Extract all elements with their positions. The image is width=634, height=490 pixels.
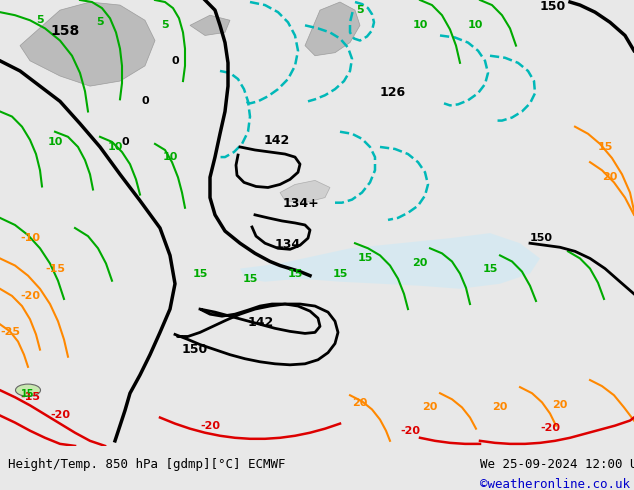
Text: 10: 10 [467, 21, 482, 30]
Text: 15: 15 [192, 269, 208, 279]
Text: 15: 15 [22, 389, 35, 399]
Text: 5: 5 [161, 21, 169, 30]
Polygon shape [190, 15, 230, 35]
Ellipse shape [15, 384, 41, 396]
Text: -25: -25 [0, 327, 20, 338]
Text: -20: -20 [400, 426, 420, 436]
Text: 150: 150 [540, 0, 566, 13]
Text: We 25-09-2024 12:00 UTC (12+24): We 25-09-2024 12:00 UTC (12+24) [480, 458, 634, 471]
Text: 150: 150 [530, 233, 553, 243]
Text: 142: 142 [264, 134, 290, 147]
Text: ©weatheronline.co.uk: ©weatheronline.co.uk [480, 478, 630, 490]
Text: 5: 5 [356, 5, 364, 15]
Text: -10: -10 [20, 233, 40, 243]
Polygon shape [305, 2, 360, 56]
Text: 126: 126 [380, 86, 406, 99]
Text: 0: 0 [141, 97, 149, 106]
Text: -20: -20 [540, 423, 560, 433]
Text: 134+: 134+ [283, 197, 320, 210]
Text: -15: -15 [45, 264, 65, 273]
Text: -20: -20 [200, 420, 220, 431]
Text: 15: 15 [482, 264, 498, 273]
Polygon shape [280, 180, 330, 203]
Text: 20: 20 [552, 400, 567, 410]
Polygon shape [20, 2, 155, 86]
Text: 20: 20 [353, 398, 368, 408]
Text: 20: 20 [412, 259, 428, 269]
Text: 10: 10 [107, 142, 123, 152]
Text: 20: 20 [602, 172, 618, 182]
Text: 158: 158 [50, 24, 79, 39]
Polygon shape [240, 233, 540, 289]
Text: 10: 10 [48, 137, 63, 147]
Text: 10: 10 [162, 152, 178, 162]
Text: 0: 0 [121, 137, 129, 147]
Text: -20: -20 [20, 291, 40, 301]
Text: 10: 10 [412, 21, 428, 30]
Text: 15: 15 [358, 253, 373, 264]
Text: 0: 0 [171, 56, 179, 66]
Text: 142: 142 [248, 317, 275, 329]
Text: 15: 15 [287, 269, 302, 279]
Text: 15: 15 [242, 274, 257, 284]
Text: -20: -20 [50, 411, 70, 420]
Text: 15: 15 [597, 142, 612, 152]
Text: 15: 15 [332, 269, 347, 279]
Text: 5: 5 [36, 15, 44, 25]
Text: Height/Temp. 850 hPa [gdmp][°C] ECMWF: Height/Temp. 850 hPa [gdmp][°C] ECMWF [8, 458, 285, 471]
Text: 20: 20 [493, 402, 508, 413]
Text: 20: 20 [422, 402, 437, 413]
Text: -15: -15 [20, 392, 40, 402]
Text: 134: 134 [275, 238, 301, 251]
Text: 5: 5 [96, 17, 104, 27]
Text: 150: 150 [182, 343, 208, 356]
